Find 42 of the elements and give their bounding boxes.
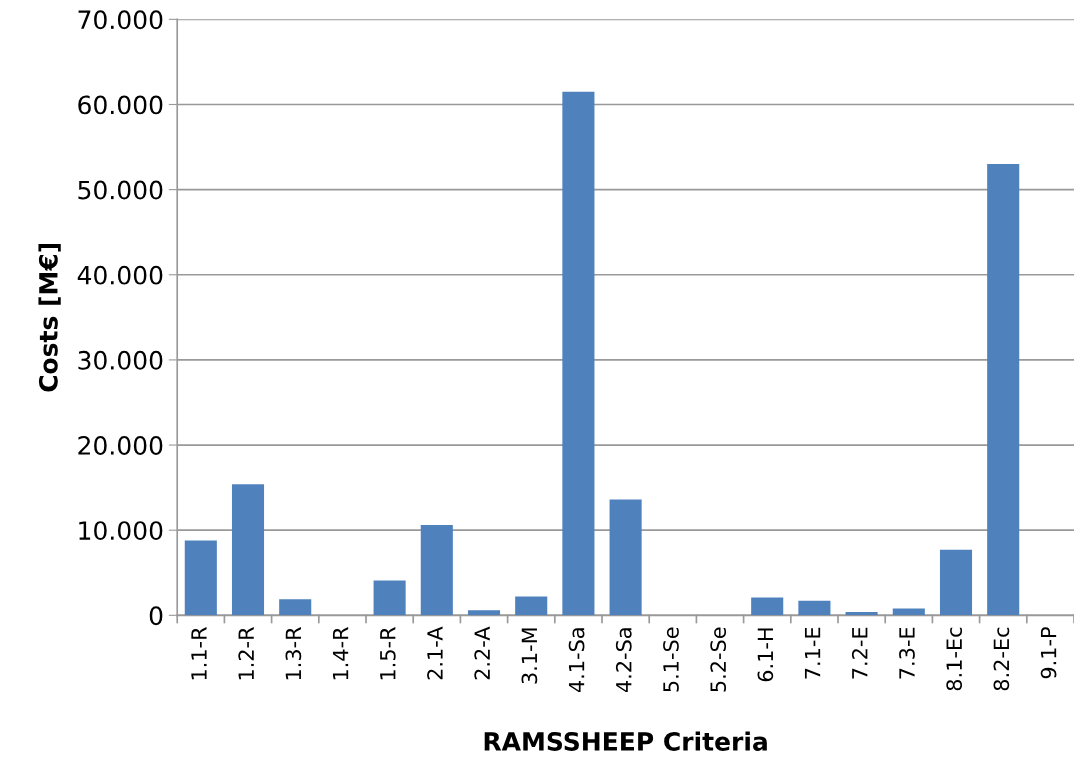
y-tick-label: 50.000: [78, 180, 163, 200]
bar: [939, 549, 973, 616]
x-tick-label: 9.1-P: [1040, 627, 1057, 679]
bar: [798, 600, 831, 616]
bar: [609, 499, 642, 616]
y-tick-label: 0: [149, 606, 163, 626]
bar: [515, 596, 548, 616]
x-tick-label: 1.2-R: [238, 627, 254, 680]
x-tick-label: 7.3-E: [899, 627, 915, 679]
x-tick-label: 1.3-R: [285, 627, 302, 680]
x-tick-label: 3.1-M: [521, 628, 538, 684]
bar: [373, 580, 406, 616]
x-tick-label: 5.1-Se: [663, 627, 679, 692]
x-tick-label: 6.1-H: [757, 628, 774, 682]
bar: [231, 484, 265, 616]
x-tick-label: 2.1-A: [427, 626, 443, 680]
x-tick-label: 4.2-Sa: [615, 628, 632, 693]
x-tick-label: 1.1-R: [191, 627, 207, 680]
x-tick-label: 1.4-R: [332, 627, 349, 680]
x-tick-label: 8.1-Ec: [946, 627, 963, 691]
x-tick-label: 8.2-Ec: [993, 627, 1010, 691]
y-tick-label: 10.000: [79, 521, 163, 541]
y-tick-label: 40.000: [77, 265, 163, 285]
y-tick-label: 30.000: [78, 350, 163, 370]
y-tick-label: 20.000: [78, 435, 163, 455]
y-tick-label: 70.000: [78, 10, 163, 30]
bar: [562, 91, 595, 616]
x-tick-label: 5.2-Se: [710, 627, 727, 692]
x-tick-label: 7.1-E: [804, 627, 821, 679]
y-tick-label: 60.000: [78, 95, 163, 115]
bar: [987, 164, 1020, 616]
x-axis-title: RAMSSHEEP Criteria: [484, 731, 767, 751]
x-tick-label: 7.2-E: [851, 627, 868, 679]
x-tick-label: 2.2-A: [474, 626, 490, 680]
bar: [279, 599, 312, 616]
x-tick-label: 4.1-Sa: [568, 628, 585, 693]
bar: [184, 540, 217, 616]
bar: [467, 610, 501, 616]
bar: [751, 597, 784, 616]
y-axis-title: Costs [M€]: [38, 243, 61, 392]
bar: [420, 525, 453, 616]
x-tick-label: 1.5-R: [380, 627, 396, 680]
